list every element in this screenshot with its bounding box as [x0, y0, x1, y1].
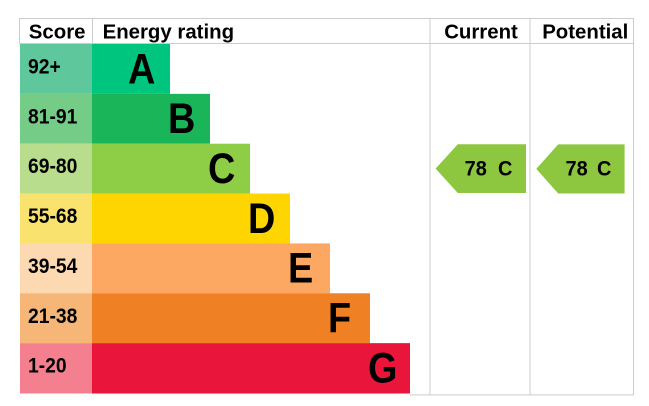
svg-text:1-20: 1-20	[28, 355, 67, 378]
svg-text:Current: Current	[444, 22, 518, 44]
svg-text:21-38: 21-38	[28, 305, 77, 328]
svg-text:G: G	[368, 343, 397, 392]
svg-text:C: C	[498, 157, 513, 181]
svg-text:55-68: 55-68	[28, 205, 77, 228]
svg-text:78: 78	[465, 157, 487, 181]
svg-text:78: 78	[566, 157, 588, 181]
svg-text:D: D	[248, 194, 275, 243]
svg-text:A: A	[128, 44, 155, 93]
svg-text:Energy rating: Energy rating	[103, 22, 234, 44]
svg-text:B: B	[168, 94, 195, 143]
svg-text:92+: 92+	[28, 56, 61, 79]
svg-text:69-80: 69-80	[28, 156, 77, 179]
svg-text:39-54: 39-54	[28, 255, 78, 278]
svg-text:F: F	[328, 293, 351, 342]
svg-text:C: C	[597, 157, 612, 181]
svg-text:Score: Score	[29, 22, 86, 44]
svg-text:E: E	[288, 243, 313, 292]
svg-text:81-91: 81-91	[28, 106, 77, 129]
svg-text:Potential: Potential	[542, 22, 628, 44]
svg-text:C: C	[208, 144, 235, 193]
